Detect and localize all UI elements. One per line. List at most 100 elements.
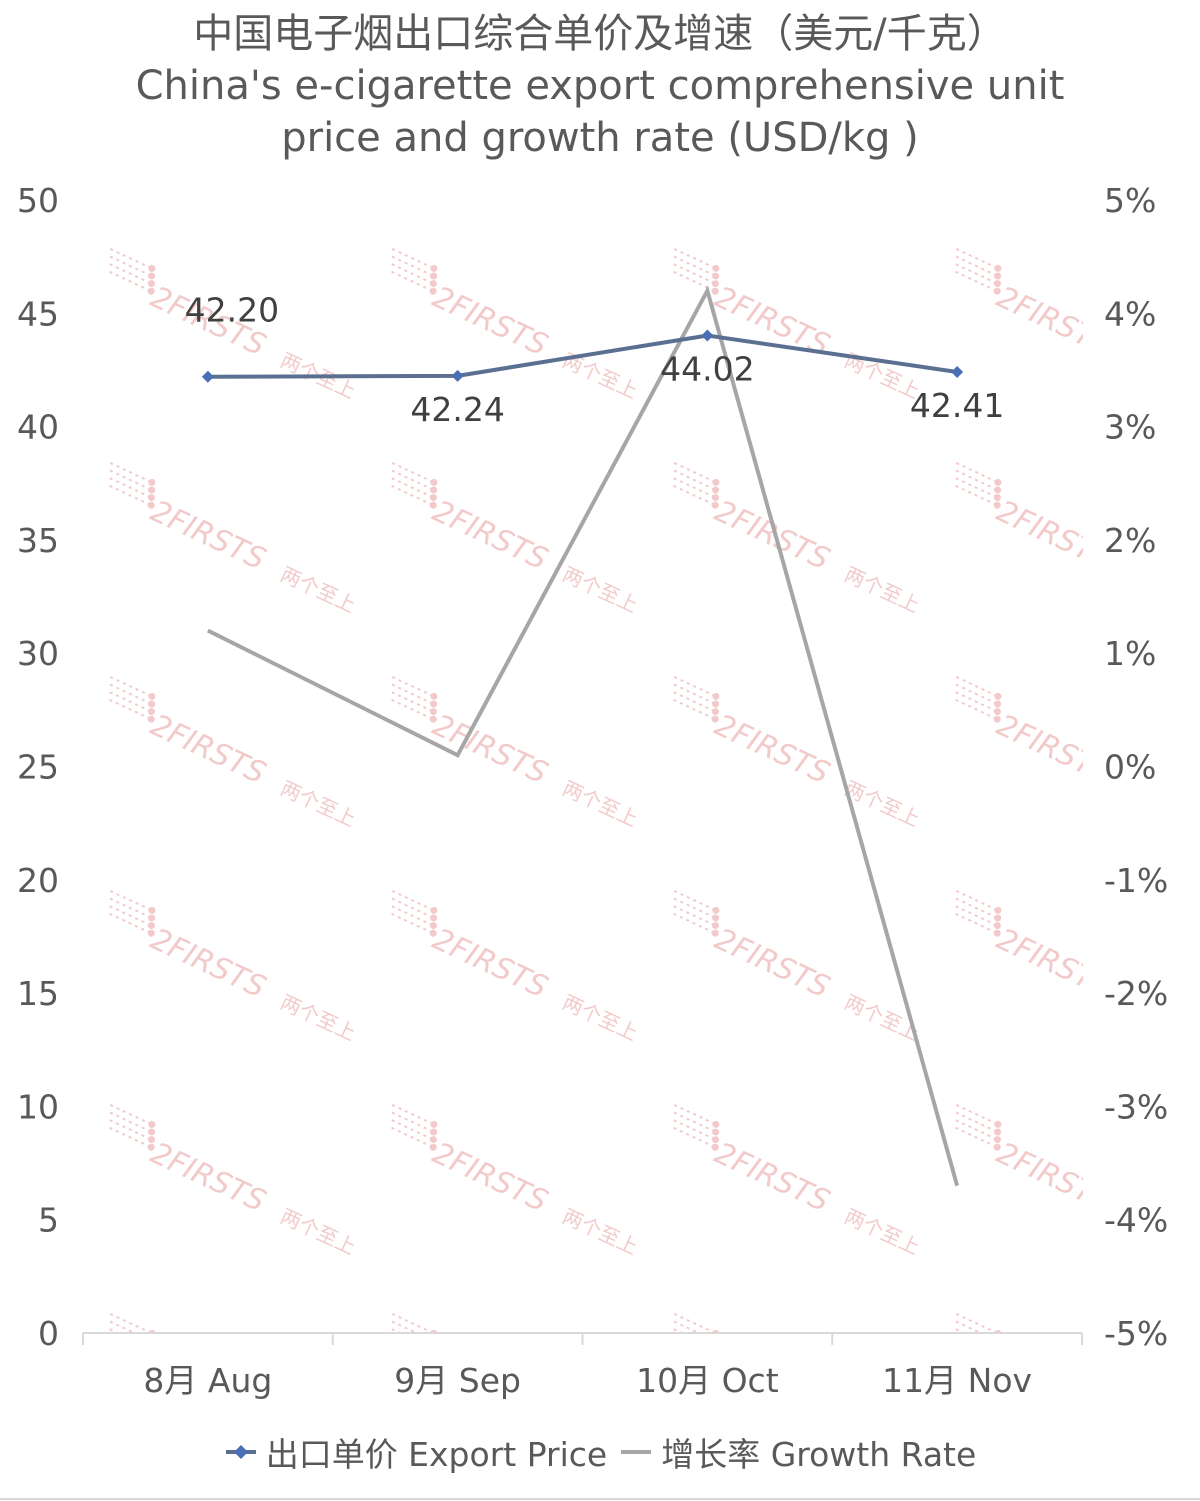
watermark-stroke bbox=[955, 1104, 997, 1125]
watermark-text: 2FIRSTS bbox=[991, 922, 1117, 1005]
legend-item-export-price: 出口单价 Export Price bbox=[224, 1428, 607, 1476]
watermark-dot bbox=[712, 272, 720, 280]
watermark-dot bbox=[148, 1120, 156, 1128]
watermark-stroke bbox=[391, 890, 433, 911]
watermark-stroke bbox=[391, 897, 433, 919]
watermark-text: 2FIRSTS bbox=[991, 1136, 1117, 1219]
watermark-stroke bbox=[391, 683, 433, 705]
bottom-divider bbox=[0, 1498, 1200, 1500]
watermark-stroke bbox=[109, 263, 151, 284]
watermark-stroke bbox=[391, 1104, 433, 1125]
watermark-stroke bbox=[673, 270, 714, 292]
watermark-stroke bbox=[109, 469, 151, 491]
watermark-stroke bbox=[673, 1126, 714, 1148]
watermark-text: 2FIRSTS bbox=[709, 708, 835, 791]
watermark-stroke bbox=[109, 691, 151, 712]
watermark-dot bbox=[993, 1344, 1002, 1353]
watermark-stroke bbox=[109, 890, 151, 911]
chart-title: 中国电子烟出口综合单价及增速（美元/千克） China's e-cigarett… bbox=[0, 8, 1200, 164]
legend-swatch-export-price bbox=[225, 1445, 256, 1459]
watermark-dot bbox=[147, 1336, 156, 1345]
watermark-stroke bbox=[109, 698, 150, 720]
y-left-tick-label: 0 bbox=[38, 1314, 59, 1353]
watermark-text: 2FIRSTS bbox=[991, 494, 1117, 577]
watermark-dot bbox=[993, 922, 1001, 930]
y-left-tick-label: 10 bbox=[17, 1087, 59, 1126]
watermark-dot bbox=[147, 1143, 155, 1151]
watermark-stroke bbox=[109, 676, 151, 697]
watermark-stroke bbox=[955, 462, 997, 483]
watermark-text: 2FIRSTS bbox=[145, 922, 271, 1005]
watermark-stroke bbox=[955, 912, 996, 934]
watermark-dot bbox=[430, 1128, 438, 1136]
watermark-stroke bbox=[955, 1320, 997, 1333]
watermark-text: 2FIRSTS bbox=[427, 494, 553, 577]
watermark-stroke bbox=[391, 469, 433, 491]
export-price-data-label: 42.41 bbox=[910, 386, 1004, 425]
watermark-stroke bbox=[109, 484, 150, 506]
watermark-text: 2FIRSTS bbox=[709, 494, 835, 577]
watermark-stroke bbox=[673, 477, 715, 498]
watermark-dot bbox=[430, 692, 438, 700]
watermark-subtext: 两个至上 bbox=[841, 1204, 924, 1260]
watermark-dot bbox=[429, 715, 437, 723]
series-layer bbox=[201, 285, 964, 1187]
watermark-stroke bbox=[110, 1337, 150, 1356]
export-price-line bbox=[207, 333, 958, 379]
y-right-tick-label: 2% bbox=[1104, 521, 1156, 560]
watermark-stroke bbox=[955, 484, 996, 506]
watermark-stroke bbox=[673, 1104, 715, 1125]
watermark-dot bbox=[711, 287, 719, 295]
watermark-layer: 2FIRSTS两个至上2FIRSTS两个至上2FIRSTS两个至上2FIRSTS… bbox=[109, 248, 1200, 1361]
watermark-dot bbox=[148, 478, 156, 486]
watermark-dot bbox=[993, 280, 1001, 288]
watermark-stroke bbox=[391, 905, 433, 926]
watermark-dot bbox=[711, 280, 719, 288]
watermark-dot bbox=[712, 486, 720, 494]
watermark-stroke bbox=[955, 477, 997, 498]
watermark-stroke bbox=[673, 691, 715, 712]
watermark-stroke bbox=[391, 462, 433, 483]
watermark-dot bbox=[429, 280, 437, 288]
watermark-dot bbox=[711, 708, 719, 716]
watermark-dot bbox=[147, 1344, 156, 1353]
y-right-tick-label: -1% bbox=[1104, 861, 1168, 900]
watermark-dot bbox=[712, 692, 720, 700]
y-right-tick-label: 0% bbox=[1104, 748, 1156, 787]
export-price-marker bbox=[451, 369, 464, 382]
watermark-dot bbox=[148, 1329, 156, 1333]
chart-title-line-en-1: China's e-cigarette export comprehensive… bbox=[135, 63, 1065, 109]
watermark-subtext: 两个至上 bbox=[559, 776, 642, 832]
watermark-stroke bbox=[391, 698, 432, 720]
watermark-dot bbox=[148, 906, 156, 914]
watermark-dot bbox=[711, 1344, 720, 1353]
watermark-dot bbox=[711, 1336, 720, 1345]
y-right-tick-label: -4% bbox=[1104, 1201, 1168, 1240]
y-left-tick-label: 30 bbox=[17, 634, 59, 673]
export-price-data-label: 42.24 bbox=[410, 390, 504, 429]
watermark-dot bbox=[712, 906, 720, 914]
watermark-dot bbox=[993, 1352, 1002, 1361]
watermark-dot bbox=[711, 922, 719, 930]
watermark-dot bbox=[993, 1136, 1001, 1144]
watermark-stroke bbox=[391, 248, 433, 269]
axes-layer: 8月 Aug 9月 Sep 10月 Oct 11月 Nov 0 5 10 15 20 25 30 35… bbox=[17, 181, 1168, 1400]
watermark-subtext: 两个至上 bbox=[1123, 348, 1200, 404]
watermark-stroke bbox=[109, 1111, 151, 1133]
watermark-dot bbox=[148, 1128, 156, 1136]
watermark-dot bbox=[712, 700, 720, 708]
watermark-dot bbox=[429, 929, 437, 937]
y-right-tick-label: 5% bbox=[1104, 181, 1156, 220]
watermark-stroke bbox=[673, 1111, 715, 1133]
watermark-dot bbox=[994, 1120, 1002, 1128]
watermark-stroke bbox=[109, 1328, 151, 1333]
watermark-stroke bbox=[956, 1337, 996, 1356]
watermark-stroke bbox=[955, 1313, 997, 1333]
watermark-dot bbox=[430, 1120, 438, 1128]
chart-title-line-en-2: price and growth rate (USD/kg ) bbox=[281, 115, 919, 161]
watermark-dot bbox=[147, 494, 155, 502]
